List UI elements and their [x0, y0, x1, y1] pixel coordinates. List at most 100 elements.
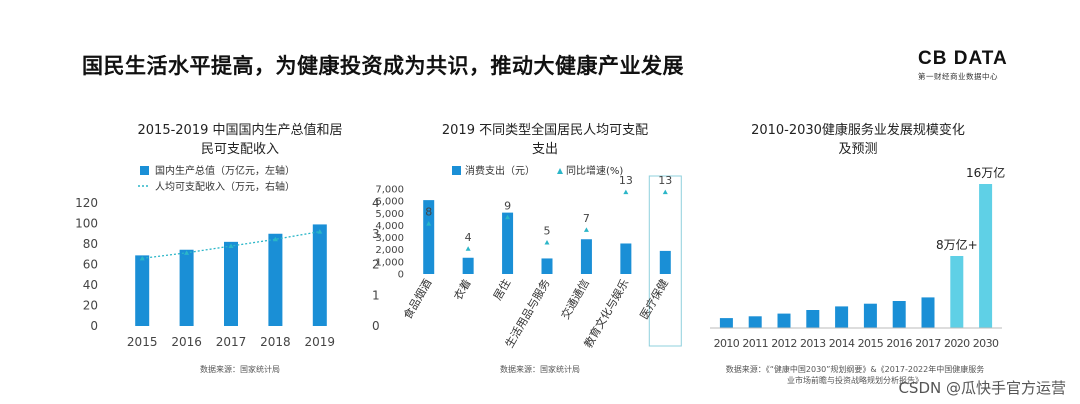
chart2-y-tick-label: 1,000 [375, 257, 404, 268]
chart3-x-tick-label: 2011 [742, 337, 768, 350]
chart2-legend-point-swatch [557, 168, 563, 174]
chart1-x-tick-label: 2015 [127, 335, 158, 349]
chart3-x-tick-label: 2017 [915, 337, 941, 350]
chart2-y-tick-label: 7,000 [375, 185, 404, 196]
chart1-left-tick-label: 120 [75, 196, 98, 210]
chart3-x-tick-label: 2015 [858, 337, 884, 350]
chart1-legend-bar-label: 国内生产总值（万亿元，左轴） [155, 164, 295, 177]
chart2-x-tick-label: 医疗保健 [637, 277, 671, 322]
chart2-growth-point [426, 221, 432, 226]
chart1-right-tick-label: 2 [372, 258, 380, 272]
chart3-bar [777, 313, 791, 328]
chart3-x-tick-label: 2030 [973, 337, 999, 350]
chart1-title-line2: 民可支配收入 [201, 142, 279, 157]
chart-health-service: 2010-2030健康服务业发展规模变化 及预测 2010 2011 2012 201… [710, 122, 1005, 385]
chart2-growth-label: 8 [425, 206, 432, 219]
chart3-bar [748, 316, 762, 328]
chart2-y-tick-label: 5,000 [375, 209, 404, 220]
chart2-growth-point [583, 227, 589, 232]
chart1-bar [179, 249, 194, 326]
chart3-bar [892, 301, 906, 328]
chart1-x-tick-label: 2016 [171, 335, 202, 349]
chart2-x-tick-label: 食品烟酒 [400, 277, 434, 322]
chart2-growth-label: 13 [619, 174, 633, 187]
chart1-income-point [228, 243, 234, 249]
chart1-bar [312, 224, 327, 326]
chart1-income-point [184, 250, 190, 255]
chart2-legend-point-label: 同比增速(%) [566, 164, 623, 177]
chart2-y-tick-label: 4,000 [375, 221, 404, 232]
chart2-legend-bar-swatch [452, 166, 461, 175]
brand-logo: CB DATA 第一财经商业数据中心 [918, 48, 1018, 82]
chart3-annotation: 16万亿 [966, 165, 1005, 180]
chart1-title-line1: 2015-2019 中国国内生产总值和居 [138, 122, 343, 138]
chart2-title-line2: 支出 [532, 142, 558, 157]
chart1-left-tick-label: 40 [83, 278, 98, 292]
chart3-source-line1: 数据来源：《“健康中国2030”规划纲要》&《2017-2022年中国健康服务 [726, 364, 985, 374]
chart3-title-line2: 及预测 [838, 142, 877, 157]
chart1-bar [135, 255, 150, 326]
chart2-bar [659, 250, 671, 274]
chart3-x-tick-label: 2010 [714, 337, 740, 350]
chart2-growth-label: 9 [504, 199, 511, 212]
chart3-bar [719, 318, 733, 328]
chart2-growth-point [623, 189, 629, 195]
chart1-x-tick-label: 2019 [305, 335, 336, 349]
chart3-source-line2: 业市场前瞻与投资战略规划分析报告》 [787, 375, 923, 385]
chart2-growth-label: 13 [658, 174, 672, 187]
chart2-y-tick-label: 6,000 [375, 197, 404, 208]
chart1-right-tick-label: 4 [372, 196, 380, 210]
chart1-bar [224, 241, 238, 326]
chart2-growth-point [662, 189, 668, 195]
chart1-income-point [139, 255, 145, 261]
chart3-bar [979, 184, 993, 328]
logo-subtitle: 第一财经商业数据中心 [918, 72, 998, 81]
chart1-right-tick-label: 0 [372, 319, 380, 333]
chart2-bar [502, 212, 514, 274]
chart3-bar [806, 310, 820, 328]
chart2-x-tick-label: 居住 [490, 276, 513, 302]
chart3-bar [835, 306, 849, 328]
chart2-highlight-box [648, 175, 682, 347]
chart2-bar [462, 257, 474, 274]
chart3-x-tick-label: 2014 [829, 337, 855, 350]
chart3-bar [950, 256, 964, 328]
chart2-growth-point [465, 246, 471, 251]
chart3-x-tick-label: 2012 [771, 337, 797, 350]
chart1-left-tick-label: 100 [75, 217, 98, 231]
chart3-x-tick-label: 2016 [886, 337, 912, 350]
chart2-x-tick-label: 衣着 [451, 277, 474, 303]
chart1-income-point [272, 236, 278, 242]
chart3-x-tick-label: 2013 [800, 337, 826, 350]
chart1-left-tick-label: 0 [90, 319, 98, 333]
chart2-bar [423, 200, 435, 274]
chart2-source: 数据来源：国家统计局 [500, 364, 580, 374]
chart1-right-tick-label: 3 [372, 227, 380, 241]
page-title: 国民生活水平提高，为健康投资成为共识，推动大健康产业发展 [82, 54, 684, 78]
chart1-x-tick-label: 2017 [216, 335, 247, 349]
chart1-left-tick-label: 20 [83, 299, 98, 313]
chart2-growth-point [505, 214, 511, 220]
chart3-annotation: 8万亿+ [936, 237, 978, 252]
chart2-bar [580, 239, 592, 274]
chart2-y-tick-label: 3,000 [375, 233, 404, 244]
chart1-right-tick-label: 1 [372, 288, 380, 302]
chart2-growth-point [544, 240, 550, 245]
chart3-bar [863, 303, 877, 328]
chart1-income-point [317, 229, 323, 234]
chart2-legend-bar-label: 消费支出（元） [465, 164, 535, 177]
chart1-left-tick-label: 60 [83, 258, 98, 272]
chart2-y-tick-label: 0 [398, 270, 404, 281]
csdn-watermark: CSDN @瓜快手官方运营 [898, 379, 1066, 397]
chart1-legend-line-label: 人均可支配收入（万元，右轴） [155, 180, 295, 193]
chart1-left-tick-label: 80 [83, 237, 98, 251]
chart3-x-tick-label: 2020 [944, 337, 970, 350]
chart-gdp-income: 2015-2019 中国国内生产总值和居 民可支配收入 国内生产总值（万亿元，左… [75, 122, 380, 374]
chart-consumption: 2019 不同类型全国居民人均可支配 支出 消费支出（元） 同比增速(%) 0 1… [375, 122, 682, 374]
chart2-growth-label: 5 [544, 225, 551, 238]
chart2-y-tick-label: 2,000 [375, 245, 404, 256]
chart1-x-tick-label: 2018 [260, 335, 291, 349]
chart2-growth-label: 7 [583, 212, 590, 225]
chart3-bar [921, 297, 935, 328]
chart2-x-tick-label: 交通通信 [558, 277, 592, 322]
